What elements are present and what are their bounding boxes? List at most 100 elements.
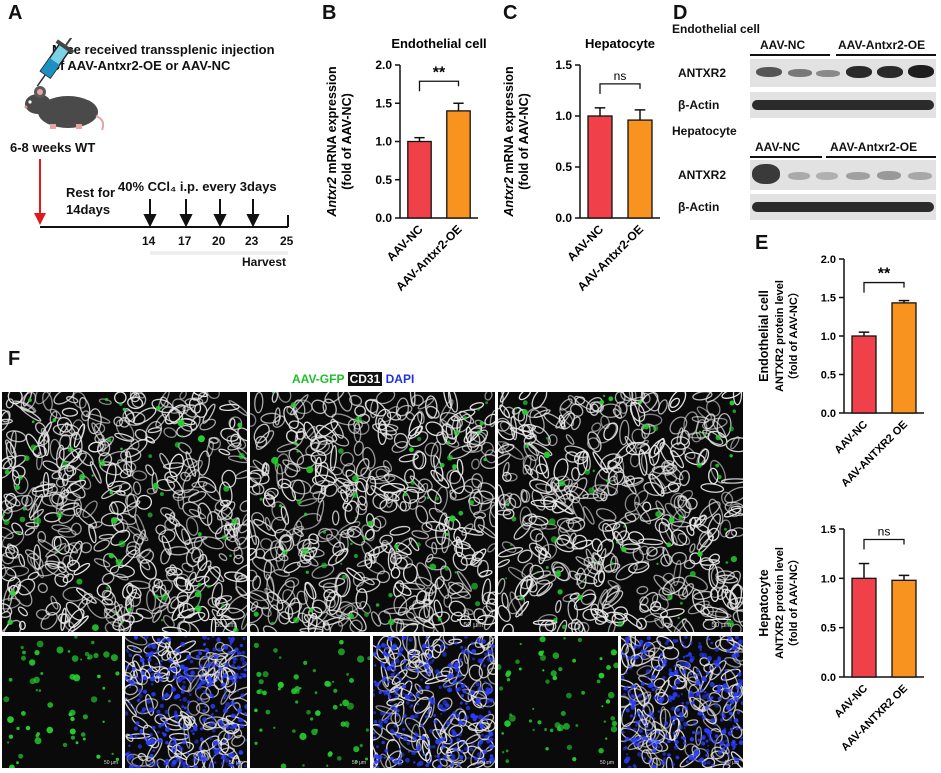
chart-c: 0.00.51.01.5AAV-NCAAV-Antxr2-OEnsHepatoc… <box>502 36 660 294</box>
timeline-diagram <box>34 159 289 255</box>
panel-label-e: E <box>755 232 769 254</box>
scale-bar-label: 50 μm <box>711 622 731 629</box>
injection-text-2: of AAV-Antxr2-OE or AAV-NC <box>52 58 231 73</box>
y-axis-label-top: Endothelial cell <box>757 290 771 382</box>
mouse-syringe-illustration <box>24 38 105 131</box>
x-tick-label: AAV-NC <box>832 419 870 457</box>
y-axis-label-bot: （fold of AAV-NC） <box>787 553 800 653</box>
blot-endo-group-oe: AAV-Antxr2-OE <box>838 38 926 52</box>
blot-endo-group-nc: AAV-NC <box>760 38 806 52</box>
bar-0 <box>851 577 877 678</box>
blot-hep-actin-label: β-Actin <box>678 200 720 214</box>
timepoint-17: 17 <box>178 234 192 248</box>
micrograph-gfp-1: 50 μm <box>2 636 122 768</box>
y-tick-label: 2.0 <box>375 58 392 72</box>
y-axis-label-bot: （fold of AAV-NC） <box>787 286 800 386</box>
bar-0 <box>587 115 613 219</box>
blot-hep-group-oe-line <box>826 156 936 158</box>
legend-dapi: DAPI <box>385 372 415 386</box>
significance-label: ** <box>433 64 446 81</box>
harvest-label: Harvest <box>242 255 287 269</box>
bar-0 <box>407 140 432 219</box>
bar-1 <box>627 119 653 219</box>
y-axis-label: Antxr2 mRNA expression <box>502 66 516 217</box>
micrograph-dapi-3: 50 μm <box>621 636 743 768</box>
blot-hep-actin <box>750 194 936 220</box>
chart-b: 0.00.51.01.52.0AAV-NCAAV-Antxr2-OE**Endo… <box>325 36 487 294</box>
chart-title: Hepatocyte <box>585 36 655 51</box>
panel-label-c: C <box>503 2 518 24</box>
y-tick-label: 0.0 <box>821 672 836 684</box>
micrograph-dapi-2: 50 μm <box>373 636 495 768</box>
blot-endo-antxr2 <box>750 59 936 87</box>
y-axis-label-2: (fold of AAV-NC) <box>517 93 531 190</box>
micrograph-gfp-2: 50 μm <box>250 636 370 768</box>
significance-bracket <box>863 538 905 550</box>
x-tick-label: AAV-NC <box>832 683 870 721</box>
y-axis-label: Antxr2 mRNA expression <box>325 66 339 217</box>
significance-bracket <box>863 281 905 293</box>
rest-label-2: 14days <box>66 202 111 217</box>
scale-bar-label-small: 50 μm <box>600 760 614 766</box>
fluor-legend: AAV-GFP CD31 DAPI <box>292 372 414 386</box>
micrograph-large-3: 50 μm <box>498 392 743 632</box>
significance-bracket <box>599 83 641 94</box>
chart-title: Endothelial cell <box>391 36 486 51</box>
y-tick-label: 1.5 <box>821 524 836 536</box>
y-axis-label-2: (fold of AAV-NC) <box>340 93 354 190</box>
significance-bracket <box>418 80 460 92</box>
y-tick-label: 0.0 <box>821 408 836 420</box>
panel-label-b: B <box>322 2 337 24</box>
panel-label-a: A <box>8 2 23 24</box>
bar-0 <box>851 335 877 414</box>
y-tick-label: 1.0 <box>821 331 836 343</box>
timepoint-20: 20 <box>212 234 226 248</box>
bar-1 <box>891 579 917 678</box>
y-tick-label: 1.0 <box>821 573 836 585</box>
timepoint-14: 14 <box>142 234 156 248</box>
y-tick-label: 2.0 <box>821 254 836 266</box>
blot-hep-group-nc-line <box>750 156 822 158</box>
y-axis-label-mid: ANTXR2 protein level <box>774 280 786 392</box>
y-tick-label: 0.5 <box>555 160 572 174</box>
y-tick-label: 0.0 <box>555 211 572 225</box>
micrograph-large-1: 50 μm <box>2 392 247 632</box>
scale-bar-label: 50 μm <box>463 622 483 629</box>
significance-label: ** <box>878 266 891 283</box>
significance-label: ns <box>614 69 627 83</box>
rest-label-1: Rest for <box>66 185 116 200</box>
scale-bar-label-small: 50 μm <box>104 760 118 766</box>
blot-hep-group-oe: AAV-Antxr2-OE <box>830 140 918 154</box>
blot-endo-group-nc-line <box>750 54 830 56</box>
y-axis-label-mid: ANTXR2 protein level <box>774 547 786 659</box>
timepoint-23: 23 <box>245 234 259 248</box>
y-tick-label: 0.5 <box>375 173 392 187</box>
scale-bar-label-small: 50 μm <box>352 760 366 766</box>
blot-endothelial-title: Endothelial cell <box>672 22 761 36</box>
timepoint-25: 25 <box>280 234 294 248</box>
blot-hep-group-nc: AAV-NC <box>755 140 801 154</box>
y-tick-label: 0.5 <box>821 370 836 382</box>
y-tick-label: 0.5 <box>821 623 836 635</box>
legend-gfp: AAV-GFP <box>292 372 345 386</box>
blot-endo-actin <box>750 92 936 118</box>
legend-cd31: CD31 <box>347 372 383 386</box>
micrograph-large-2: 50 μm <box>250 392 495 632</box>
mouse-age-label: 6-8 weeks WT <box>10 140 96 155</box>
blot-hep-antxr2 <box>750 160 936 190</box>
y-tick-label: 1.5 <box>555 58 572 72</box>
y-tick-label: 1.0 <box>375 135 392 149</box>
blot-hepatocyte-title: Hepatocyte <box>672 124 737 138</box>
scale-bar-label: 50 μm <box>215 622 235 629</box>
panel-label-d: D <box>673 2 688 24</box>
blot-endo-antxr2-label: ANTXR2 <box>678 66 727 80</box>
y-tick-label: 1.5 <box>821 293 836 305</box>
blot-endo-actin-label: β-Actin <box>678 98 720 112</box>
scale-bar-label-small: 50 μm <box>477 760 491 766</box>
blot-hep-antxr2-label: ANTXR2 <box>678 168 727 182</box>
ccl4-label: 40% CCl₄ i.p. every 3days <box>118 179 277 194</box>
y-tick-label: 1.5 <box>375 96 392 110</box>
scale-bar-label-small: 50 μm <box>229 760 243 766</box>
